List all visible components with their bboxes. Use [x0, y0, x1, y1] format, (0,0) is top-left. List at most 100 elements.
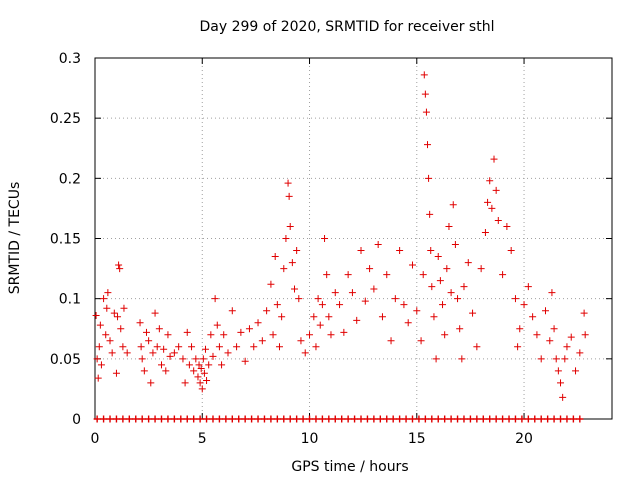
data-point: [336, 301, 344, 309]
zero-point: [544, 415, 552, 423]
data-point: [95, 343, 103, 351]
data-point: [115, 261, 123, 269]
zero-point: [511, 415, 519, 423]
zero-point: [466, 415, 474, 423]
data-point: [561, 355, 569, 363]
zero-point: [357, 415, 365, 423]
data-point: [170, 349, 178, 357]
zero-point: [228, 415, 236, 423]
data-point: [427, 247, 435, 255]
data-point: [116, 265, 124, 273]
data-point: [344, 271, 352, 279]
zero-point: [93, 415, 101, 423]
data-point: [456, 325, 464, 333]
data-point: [103, 304, 111, 312]
data-point: [93, 355, 101, 363]
zero-point: [312, 415, 320, 423]
data-point: [447, 289, 455, 297]
zero-point: [428, 415, 436, 423]
data-point: [138, 355, 146, 363]
x-tick-label: 20: [515, 431, 533, 447]
data-point: [460, 283, 468, 291]
data-point: [293, 247, 301, 255]
data-point: [269, 331, 277, 339]
data-point: [288, 259, 296, 267]
data-point: [215, 343, 223, 351]
zero-point: [421, 415, 429, 423]
data-point: [441, 331, 449, 339]
zero-point: [248, 415, 256, 423]
data-point: [96, 321, 104, 329]
data-point: [147, 379, 155, 387]
data-point: [445, 222, 453, 230]
zero-point: [254, 415, 262, 423]
data-point: [155, 325, 163, 333]
data-point: [490, 155, 498, 163]
data-point: [120, 304, 128, 312]
data-point: [537, 355, 545, 363]
x-tick-label: 0: [91, 431, 100, 447]
zero-point: [190, 415, 198, 423]
zero-point: [183, 415, 191, 423]
data-point: [464, 259, 472, 267]
grid-lines: [95, 58, 612, 419]
data-point: [357, 247, 365, 255]
data-point: [233, 343, 241, 351]
data-point: [100, 295, 108, 303]
data-point: [166, 352, 174, 360]
x-tick-label: 10: [301, 431, 319, 447]
data-point: [469, 309, 477, 317]
data-point: [149, 349, 157, 357]
data-point: [207, 331, 215, 339]
data-point: [203, 376, 211, 384]
data-point: [353, 316, 361, 324]
data-point: [205, 361, 213, 369]
data-point: [572, 367, 580, 375]
data-point: [404, 319, 412, 327]
zero-point: [338, 415, 346, 423]
data-point: [546, 337, 554, 345]
data-point: [432, 355, 440, 363]
zero-point: [389, 415, 397, 423]
data-point: [245, 325, 253, 333]
data-point: [436, 277, 444, 285]
zero-point: [158, 415, 166, 423]
data-point: [110, 309, 118, 317]
data-point: [275, 343, 283, 351]
data-point: [396, 247, 404, 255]
zero-point: [100, 415, 108, 423]
data-point: [580, 309, 588, 317]
data-point: [391, 295, 399, 303]
data-point: [211, 295, 219, 303]
data-point: [151, 309, 159, 317]
data-point: [420, 71, 428, 79]
data-point: [92, 312, 100, 320]
data-point: [430, 313, 438, 321]
zero-point: [170, 415, 178, 423]
data-point: [327, 331, 335, 339]
plot-frame: [94, 57, 613, 420]
data-point: [550, 325, 558, 333]
data-point: [563, 343, 571, 351]
zero-point: [299, 415, 307, 423]
data-point: [516, 325, 524, 333]
data-point: [434, 253, 442, 261]
data-point: [123, 349, 131, 357]
zero-point: [563, 415, 571, 423]
data-point: [552, 355, 560, 363]
zero-point: [569, 415, 577, 423]
data-point: [503, 222, 511, 230]
data-point: [348, 289, 356, 297]
data-point: [492, 186, 500, 194]
data-point: [567, 333, 575, 341]
zero-point: [273, 415, 281, 423]
data-point: [106, 337, 114, 345]
zero-point: [402, 415, 410, 423]
data-point: [340, 328, 348, 336]
zero-point: [441, 415, 449, 423]
data-point: [548, 289, 556, 297]
data-point: [291, 285, 299, 293]
data-point: [104, 289, 112, 297]
y-axis-label: SRMTID / TECUs: [7, 182, 23, 295]
data-points: [92, 71, 589, 401]
